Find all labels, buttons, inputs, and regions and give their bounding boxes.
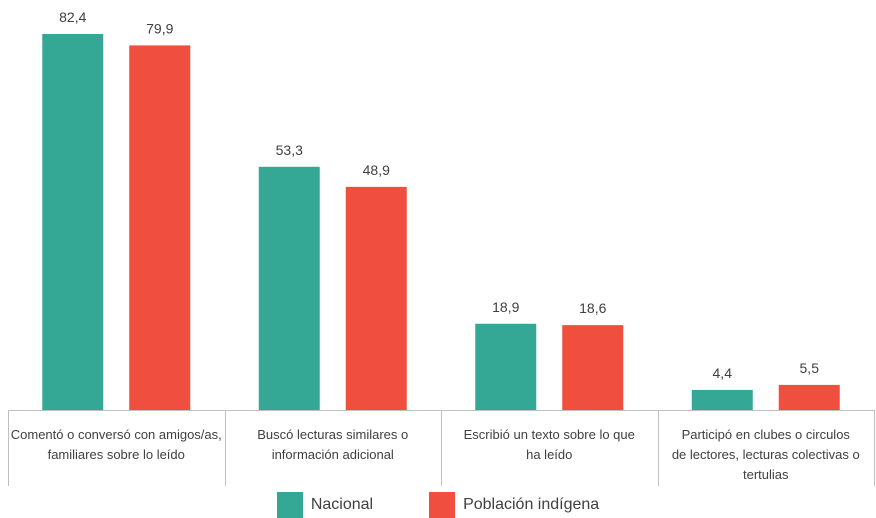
data-label-poblacion-indigena-2: 48,9 [363,162,390,178]
bar-chart: 82,4 79,9 53,3 48,9 18,9 18,6 4,4 5,5 Comentó o … [8,9,875,486]
legend-label-poblacion-indigena: Población indígena [463,496,600,513]
legend-swatch-poblacion-indigena [429,492,456,518]
data-label-poblacion-indigena-1: 79,9 [146,20,173,36]
category-label-4: Participó en clubes o circulos de lectore… [672,427,860,482]
bar-nacional-4 [691,389,753,410]
data-label-nacional-3: 18,9 [492,299,519,315]
legend-swatch-nacional [276,492,303,518]
legend-label-nacional: Nacional [310,496,374,513]
bar-poblacion-indigena-2 [345,186,407,410]
data-label-poblacion-indigena-3: 18,6 [579,300,606,316]
category-label-2: Buscó lecturas similares o información ad… [257,427,408,462]
bar-nacional-2 [258,166,320,410]
bar-poblacion-indigena-3 [562,325,624,410]
bar-poblacion-indigena-1 [129,45,191,410]
legend-item-poblacion-indigena: Población indígena [429,492,599,518]
data-label-nacional-4: 4,4 [713,365,733,381]
data-label-nacional-1: 82,4 [59,9,86,25]
category-label-1: Comentó o conversó con amigos/as, familia… [11,427,222,462]
data-label-poblacion-indigena-4: 5,5 [800,360,820,376]
legend: Nacional Población indígena [0,492,876,518]
bar-poblacion-indigena-4 [778,384,840,410]
data-label-nacional-2: 53,3 [276,142,303,158]
bar-nacional-3 [475,323,537,410]
bar-nacional-1 [42,34,104,410]
category-label-3: Escribió un texto sobre lo que ha leído [464,427,635,462]
legend-item-nacional: Nacional [276,492,374,518]
